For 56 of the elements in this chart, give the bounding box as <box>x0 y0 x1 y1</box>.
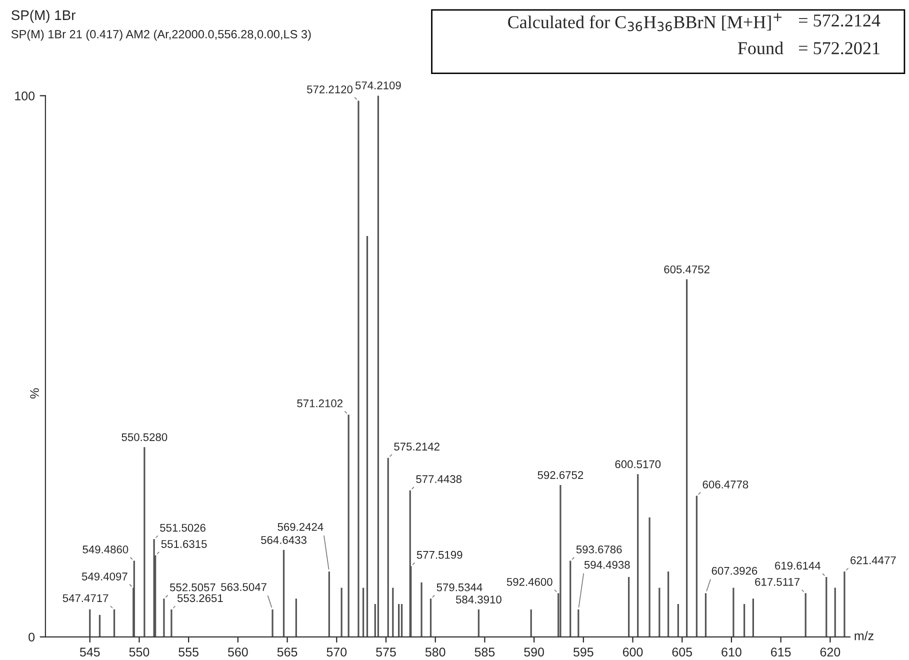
annotation: 575.2142 <box>394 442 440 451</box>
annotation: 600.5170 <box>615 460 661 468</box>
y-axis-title: % <box>30 388 39 398</box>
text: Calculated for C$_{36}$H$_{36}$BBrN [M+H]$^{+}$ <box>508 13 782 32</box>
x-tick-label: 585 <box>474 648 495 656</box>
x-tick-label: 575 <box>376 648 396 656</box>
x-tick-label: 595 <box>573 648 594 656</box>
annotation: 551.6315 <box>161 540 207 548</box>
annotation: 571.2102 <box>297 399 342 408</box>
annotation: 547.4717 <box>62 594 108 602</box>
x-tick-label: 565 <box>277 648 298 656</box>
annotation: 551.5026 <box>160 524 206 532</box>
annotation: 574.2109 <box>355 81 401 90</box>
annotation: 621.4477 <box>850 556 896 564</box>
annotation: 552.5057 <box>170 583 216 592</box>
annotation: 572.2120 <box>307 85 352 94</box>
annotation: 549.4860 <box>82 546 128 554</box>
annotation: 549.4097 <box>82 572 128 580</box>
y-tick-label: 100 <box>15 92 35 100</box>
annotation: 553.2651 <box>177 594 223 602</box>
annotation: 550.5280 <box>122 433 168 442</box>
x-tick-label: 555 <box>178 648 198 656</box>
text: = 572.2021 <box>799 42 880 54</box>
annotation: 592.4600 <box>506 578 552 586</box>
x-tick-label: 615 <box>771 648 791 656</box>
chart-title: SP(M) 1Br <box>12 10 76 23</box>
annotation: 564.6433 <box>261 536 306 544</box>
x-tick-label: 600 <box>622 648 643 656</box>
annotation: 617.5117 <box>755 578 800 586</box>
annotation: 577.5199 <box>416 550 462 559</box>
annotation: 584.3910 <box>456 596 502 604</box>
x-tick-label: 580 <box>425 648 446 656</box>
text: Found <box>738 42 784 54</box>
annotation: 579.5344 <box>436 583 482 592</box>
chart-subtitle: SP(M) 1Br 21 (0.417) AM2 (Ar,22000.0,556.28,0.00,LS 3) <box>11 30 311 41</box>
annotation: 563.5047 <box>221 583 266 591</box>
y-tick-label: 0 <box>28 632 35 642</box>
annotation: 569.2424 <box>278 523 324 531</box>
text: = 572.2124 <box>799 14 880 27</box>
x-tick-label: 570 <box>326 648 347 656</box>
x-tick-label: 550 <box>129 648 150 656</box>
annotation: 607.3926 <box>712 566 758 575</box>
x-tick-label: 610 <box>722 648 742 656</box>
x-axis-title: m/z <box>854 631 874 640</box>
annotation: 594.4938 <box>584 560 630 569</box>
annotation: 606.4778 <box>702 480 748 488</box>
annotation: 605.4752 <box>664 265 710 274</box>
annotation: 592.6752 <box>538 471 584 479</box>
x-tick-label: 590 <box>524 648 544 656</box>
x-tick-label: 560 <box>228 648 248 656</box>
x-tick-label: 605 <box>672 648 692 656</box>
annotation: 577.4438 <box>416 475 462 484</box>
x-tick-label: 545 <box>80 648 100 656</box>
annotation: 593.6786 <box>576 546 622 554</box>
x-tick-label: 620 <box>820 648 840 656</box>
annotation: 619.6144 <box>775 562 820 570</box>
